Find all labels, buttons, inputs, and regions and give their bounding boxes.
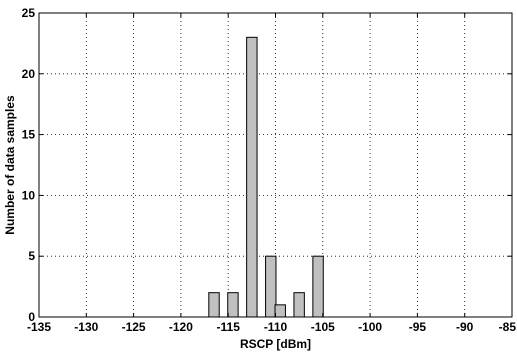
y-tick-label: 25 — [22, 6, 36, 20]
x-tick-label: -95 — [409, 320, 427, 334]
x-tick-label: -85 — [499, 320, 517, 334]
x-tick-labels: -135 -130 -125 -120 -115 -110 -105 -100 -95 -90 -8… — [27, 320, 516, 334]
histogram-bar — [208, 292, 220, 318]
x-tick-label: -130 — [74, 320, 98, 334]
bars — [208, 36, 324, 318]
x-tick-label: -120 — [169, 320, 193, 334]
x-tick-label: -110 — [264, 320, 288, 334]
x-tick-label: -135 — [27, 320, 51, 334]
x-tick-label: -105 — [311, 320, 335, 334]
x-tick-label: -100 — [358, 320, 382, 334]
histogram-bar — [265, 255, 277, 318]
y-tick-label: 5 — [28, 249, 35, 263]
ticks — [38, 12, 513, 318]
histogram-bar — [246, 36, 258, 318]
histogram-bar — [227, 292, 239, 318]
histogram-bar — [274, 304, 286, 318]
x-tick-label: -115 — [217, 320, 241, 334]
y-tick-labels: 0 5 10 15 20 25 — [22, 6, 36, 324]
x-axis-title: RSCP [dBm] — [240, 337, 311, 351]
y-tick-label: 10 — [22, 188, 36, 202]
y-tick-label: 0 — [28, 310, 35, 324]
y-tick-label: 15 — [22, 128, 36, 142]
x-tick-label: -125 — [122, 320, 146, 334]
y-axis-title: Number of data samples — [3, 95, 17, 235]
x-tick-label: -90 — [456, 320, 474, 334]
y-tick-label: 20 — [22, 67, 36, 81]
histogram-bar — [293, 292, 305, 318]
histogram-bar — [312, 255, 324, 318]
